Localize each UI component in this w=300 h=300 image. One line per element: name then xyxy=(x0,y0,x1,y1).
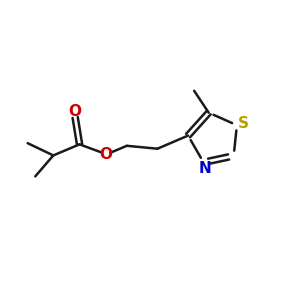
Text: O: O xyxy=(69,103,82,118)
Text: N: N xyxy=(199,161,211,176)
Text: O: O xyxy=(99,147,112,162)
Text: S: S xyxy=(238,116,249,131)
